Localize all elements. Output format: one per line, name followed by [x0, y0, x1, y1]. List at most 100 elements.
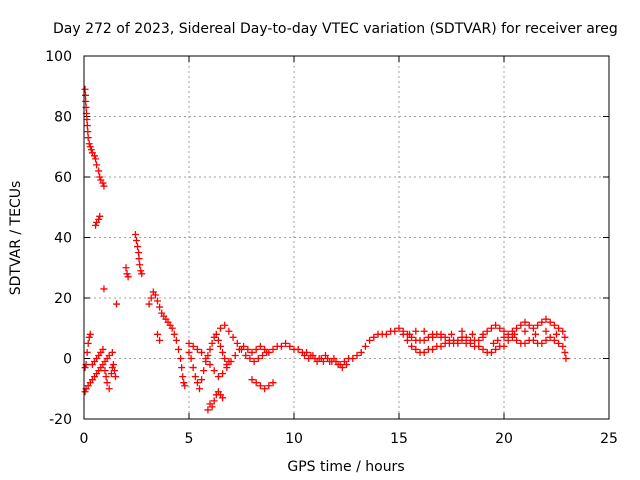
data-point — [198, 376, 206, 384]
data-point — [521, 327, 529, 335]
data-point — [534, 321, 542, 329]
data-point — [399, 330, 407, 338]
plot-frame — [83, 55, 610, 420]
data-point — [420, 327, 428, 335]
data-point — [147, 294, 155, 302]
data-point — [322, 351, 329, 359]
data-point — [301, 351, 308, 359]
data-point — [185, 339, 193, 347]
data-point — [458, 327, 466, 335]
data-point — [561, 333, 569, 341]
data-point — [559, 327, 567, 335]
data-point — [361, 342, 369, 350]
data-point — [263, 348, 271, 356]
data-point — [248, 348, 256, 356]
data-point — [113, 300, 121, 308]
data-point — [210, 367, 218, 375]
data-point — [219, 394, 227, 402]
data-point — [214, 336, 222, 344]
data-point — [475, 342, 483, 350]
data-point — [189, 342, 197, 350]
data-point — [217, 342, 224, 350]
data-point — [542, 327, 550, 335]
data-point — [437, 342, 445, 350]
data-point — [248, 376, 256, 384]
data-point — [180, 379, 188, 387]
data-point — [221, 321, 229, 329]
data-point — [259, 351, 266, 359]
data-point — [487, 348, 495, 356]
data-point — [286, 342, 294, 350]
data-point — [212, 330, 220, 338]
data-point — [227, 358, 235, 366]
y-tick-label: 60 — [54, 170, 72, 186]
data-point — [196, 385, 203, 393]
data-point — [408, 342, 416, 350]
data-point — [92, 221, 100, 229]
data-point — [124, 273, 132, 281]
data-point — [219, 370, 227, 378]
data-point — [151, 291, 159, 299]
data-point — [225, 327, 233, 335]
data-point — [546, 333, 554, 341]
data-point — [294, 345, 302, 353]
data-point — [562, 355, 570, 362]
x-tick-label: 15 — [390, 431, 408, 447]
data-point — [420, 348, 428, 356]
data-point — [177, 355, 185, 362]
data-point — [500, 342, 508, 350]
data-point — [172, 336, 180, 344]
data-point — [252, 379, 260, 387]
data-point — [122, 264, 130, 272]
data-point — [103, 379, 111, 387]
data-point — [403, 336, 411, 344]
data-point — [95, 167, 103, 175]
data-point — [93, 161, 101, 169]
axis-ticks: 0 5 10 15 20 25 -20 0 20 40 60 80 100 — [45, 49, 618, 447]
data-point — [193, 379, 201, 387]
data-point — [136, 261, 144, 269]
data-point — [137, 267, 145, 275]
data-point — [238, 345, 245, 353]
data-point — [305, 355, 313, 362]
data-point — [357, 348, 365, 356]
data-point — [254, 355, 262, 362]
data-point — [84, 339, 92, 347]
data-point — [85, 333, 93, 341]
data-point — [187, 355, 195, 362]
data-point — [546, 318, 554, 326]
data-point — [513, 324, 521, 332]
data-point — [382, 330, 390, 338]
data-point — [349, 355, 357, 362]
data-point — [494, 336, 502, 344]
data-point — [231, 351, 239, 359]
data-point — [500, 327, 508, 335]
data-point — [454, 339, 462, 347]
data-point — [366, 336, 374, 344]
data-point — [542, 336, 550, 344]
data-point — [521, 339, 529, 347]
data-point — [437, 330, 445, 338]
data-point — [210, 397, 218, 405]
data-point — [135, 249, 143, 257]
data-point — [219, 348, 227, 356]
data-point — [561, 348, 569, 356]
y-tick-label: 40 — [54, 231, 72, 247]
data-point — [511, 330, 518, 338]
data-point — [86, 143, 94, 151]
data-point — [131, 230, 139, 238]
data-point — [475, 336, 483, 344]
x-tick-label: 10 — [285, 431, 303, 447]
data-point — [175, 345, 182, 353]
data-point — [504, 336, 512, 344]
data-point — [81, 85, 89, 93]
data-point — [479, 330, 487, 338]
data-point — [206, 345, 214, 353]
data-point — [233, 339, 241, 347]
data-point — [412, 345, 420, 353]
data-point — [138, 270, 146, 278]
data-point — [538, 339, 546, 347]
data-point — [99, 345, 107, 353]
data-point — [250, 358, 258, 366]
data-point — [550, 321, 558, 329]
